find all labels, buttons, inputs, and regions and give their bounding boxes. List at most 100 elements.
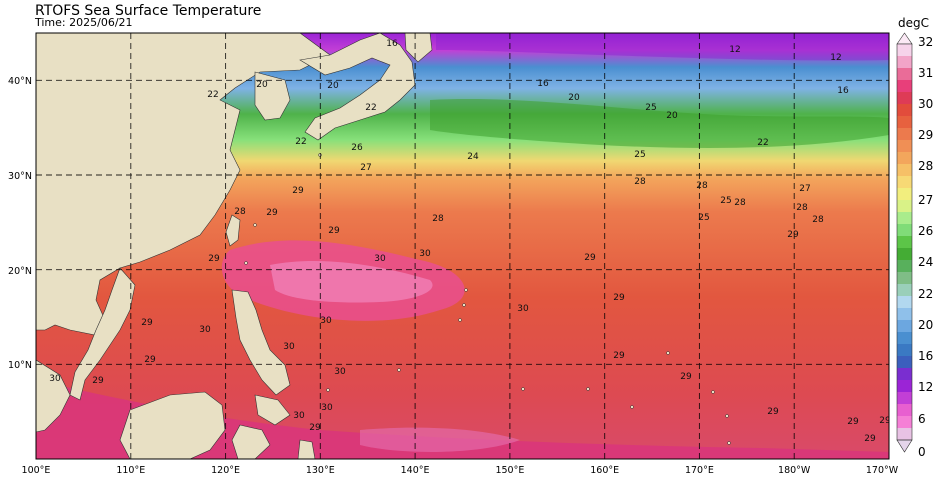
contour-label: 29 (680, 372, 692, 382)
contour-label: 25 (634, 150, 645, 160)
lon-tick-label: 120°E (211, 465, 240, 476)
contour-label: 29 (292, 186, 304, 196)
contour-label: 28 (634, 177, 646, 187)
contour-label: 29 (879, 416, 891, 426)
contour-label: 29 (864, 434, 876, 444)
lon-tick-label: 160°E (590, 465, 619, 476)
colorbar-tick: 6 (918, 412, 926, 426)
land-japan (299, 33, 416, 141)
lat-tick-label: 10°N (8, 360, 32, 371)
contour-label: 16 (386, 39, 398, 49)
colorbar (896, 32, 913, 453)
contour-label: 30 (419, 249, 431, 259)
lon-tick-label: 140°E (401, 465, 430, 476)
contour-label: 28 (696, 181, 708, 191)
lon-tick-label: 180°W (778, 465, 811, 476)
contour-label: 20 (256, 80, 268, 90)
contour-label: 29 (613, 293, 625, 303)
contour-label: 20 (327, 81, 339, 91)
contour-label: 12 (830, 53, 841, 63)
contour-label: 22 (757, 138, 768, 148)
lon-tick-label: 150°E (495, 465, 524, 476)
contour-label: 30 (517, 304, 529, 314)
lat-tick-label: 20°N (8, 266, 32, 277)
warm-pool-patch (360, 427, 520, 452)
contour-label: 29 (141, 318, 153, 328)
contour-label: 29 (584, 253, 596, 263)
contour-label: 29 (144, 355, 156, 365)
contour-label: 24 (467, 152, 479, 162)
contour-label: 30 (293, 411, 305, 421)
colorbar-tick: 12 (918, 380, 934, 394)
lon-tick-label: 110°E (116, 465, 145, 476)
map-subtitle: Time: 2025/06/21 (35, 16, 133, 29)
contour-label: 22 (207, 90, 218, 100)
land-halmahera (297, 439, 316, 459)
contour-label: 29 (309, 423, 321, 433)
contour-label: 29 (613, 351, 625, 361)
contour-label: 20 (666, 111, 678, 121)
contour-label: 27 (799, 184, 810, 194)
colorbar-unit: degC (898, 16, 929, 30)
small-islands (244, 153, 731, 445)
lon-tick-label: 130°E (306, 465, 335, 476)
map-frame (35, 32, 890, 460)
contour-label: 30 (321, 403, 333, 413)
contour-label: 30 (49, 374, 61, 384)
contour-label: 30 (334, 367, 346, 377)
warm-pool-patch (270, 260, 433, 303)
contour-label: 16 (537, 79, 549, 89)
contour-label: 16 (837, 86, 849, 96)
contour-label: 27 (360, 163, 371, 173)
lon-tick-label: 170°W (866, 465, 899, 476)
contour-label: 29 (266, 208, 278, 218)
contour-label: 28 (234, 207, 246, 217)
contour-label: 29 (328, 226, 340, 236)
contour-label: 29 (767, 407, 779, 417)
land-malaya (36, 359, 71, 433)
colorbar-tick: 0 (918, 445, 926, 459)
contour-label: 29 (208, 254, 220, 264)
contour-label: 28 (432, 214, 444, 224)
cold-band-patch (430, 98, 889, 148)
contour-label: 30 (199, 325, 211, 335)
contour-label: 30 (283, 342, 295, 352)
land-indochina (69, 267, 136, 401)
contour-label: 29 (92, 376, 104, 386)
land-philippines-south (254, 394, 291, 426)
contour-label: 22 (295, 137, 306, 147)
colorbar-tick: 22 (918, 287, 934, 301)
lon-tick-label: 170°E (685, 465, 714, 476)
contour-label: 20 (568, 93, 580, 103)
contour-label: 30 (374, 254, 386, 264)
land-philippines (231, 289, 291, 396)
contour-label: 28 (734, 198, 746, 208)
contour-label: 26 (351, 143, 363, 153)
colorbar-tick: 31 (918, 66, 934, 80)
land-taiwan (225, 214, 241, 247)
contour-label: 28 (812, 215, 824, 225)
contour-label: 29 (847, 417, 859, 427)
land-hokkaido (404, 33, 433, 63)
colorbar-tick: 30 (918, 97, 934, 111)
contour-label: 29 (787, 230, 799, 240)
land-borneo (119, 391, 226, 459)
colorbar-tick: 27 (918, 193, 934, 207)
contour-label: 25 (698, 213, 709, 223)
contour-label: 12 (729, 45, 740, 55)
graticule (36, 33, 889, 459)
map-title: RTOFS Sea Surface Temperature (35, 3, 262, 19)
colorbar-tick: 20 (918, 318, 934, 332)
cold-band-patch (436, 33, 889, 61)
land-korea (254, 71, 291, 121)
colorbar-tick: 26 (918, 224, 934, 238)
contour-label: 25 (645, 103, 656, 113)
contour-label: 22 (365, 103, 376, 113)
lat-tick-label: 40°N (8, 76, 32, 87)
colorbar-tick: 32 (918, 35, 934, 49)
colorbar-tick: 16 (918, 349, 934, 363)
colorbar-tick: 29 (918, 128, 934, 142)
contour-label: 28 (796, 203, 808, 213)
colorbar-tick: 24 (918, 255, 934, 269)
